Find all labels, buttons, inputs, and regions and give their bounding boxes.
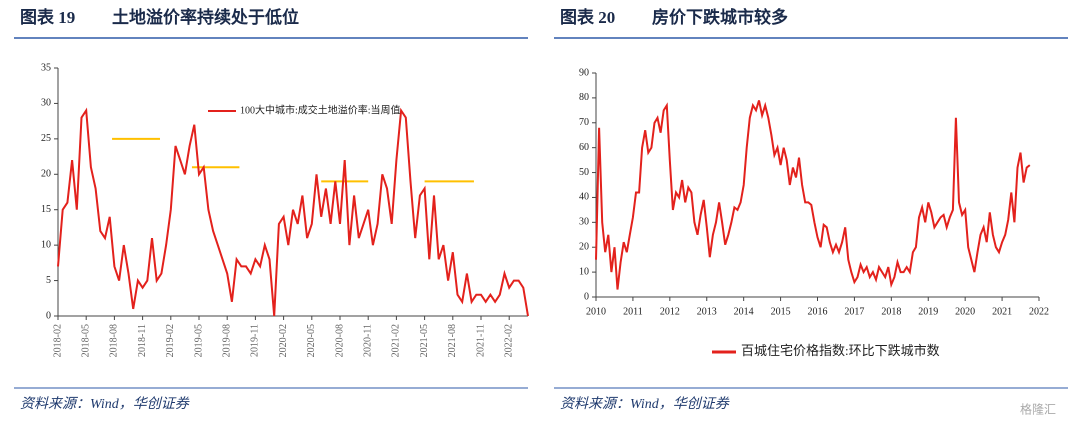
x-tick-label: 2022 (1029, 306, 1049, 317)
x-tick-label: 2014 (734, 306, 754, 317)
y-tick-label: 60 (579, 142, 589, 153)
x-tick-label: 2018-05 (80, 324, 91, 357)
x-tick-label: 2020 (955, 306, 975, 317)
figure-number: 图表 20 (560, 7, 615, 27)
x-tick-label: 2018-11 (137, 324, 148, 357)
y-tick-label: 30 (579, 217, 589, 228)
figure-title: 房价下跌城市较多 (652, 7, 788, 27)
x-tick-label: 2015 (771, 306, 791, 317)
x-tick-label: 2021 (992, 306, 1012, 317)
data-line (57, 107, 529, 317)
y-tick-label: 10 (41, 239, 51, 250)
y-tick-label: 0 (584, 291, 589, 302)
x-tick-label: 2020-11 (362, 324, 373, 357)
x-tick-label: 2019-05 (193, 324, 204, 357)
figure-title: 土地溢价率持续处于低位 (112, 7, 299, 27)
x-tick-label: 2022-02 (503, 324, 514, 357)
legend-label: 100大中城市:成交土地溢价率:当周值 (240, 103, 401, 116)
x-tick-label: 2020-02 (278, 324, 289, 357)
y-tick-label: 20 (579, 242, 589, 253)
x-tick-label: 2021-02 (391, 324, 402, 357)
y-tick-label: 10 (579, 266, 589, 277)
x-tick-label: 2018-08 (109, 324, 120, 357)
x-tick-label: 2021-11 (475, 324, 486, 357)
y-tick-label: 20 (41, 169, 51, 180)
y-tick-label: 40 (579, 192, 589, 203)
source: 资料来源：Wind，华创证券 (560, 396, 730, 412)
watermark: 格隆汇 (1020, 402, 1056, 417)
x-tick-label: 2016 (808, 306, 828, 317)
x-tick-label: 2019 (918, 306, 938, 317)
data-line (595, 100, 1031, 290)
y-tick-label: 15 (41, 204, 51, 215)
x-tick-label: 2018 (881, 306, 901, 317)
source: 资料来源：Wind，华创证券 (20, 396, 190, 412)
x-tick-label: 2018-02 (52, 324, 63, 357)
x-tick-label: 2012 (660, 306, 680, 317)
x-tick-label: 2020-08 (334, 324, 345, 357)
y-tick-label: 50 (579, 167, 589, 178)
y-tick-label: 80 (579, 92, 589, 103)
x-tick-label: 2020-05 (306, 324, 317, 357)
y-tick-label: 5 (46, 275, 51, 286)
x-tick-label: 2021-05 (419, 324, 430, 357)
x-tick-label: 2019-11 (250, 324, 261, 357)
legend-label: 百城住宅价格指数:环比下跌城市数 (741, 343, 940, 358)
x-tick-label: 2013 (697, 306, 717, 317)
y-tick-label: 25 (41, 133, 51, 144)
y-tick-label: 0 (46, 310, 51, 321)
x-tick-label: 2019-08 (221, 324, 232, 357)
x-tick-label: 2019-02 (165, 324, 176, 357)
figure-number: 图表 19 (20, 7, 75, 27)
x-tick-label: 2010 (586, 306, 606, 317)
x-tick-label: 2021-08 (447, 324, 458, 357)
y-tick-label: 35 (41, 62, 51, 73)
y-tick-label: 70 (579, 117, 589, 128)
y-tick-label: 30 (41, 98, 51, 109)
x-tick-label: 2017 (844, 306, 864, 317)
x-tick-label: 2011 (623, 306, 643, 317)
y-tick-label: 90 (579, 67, 589, 78)
